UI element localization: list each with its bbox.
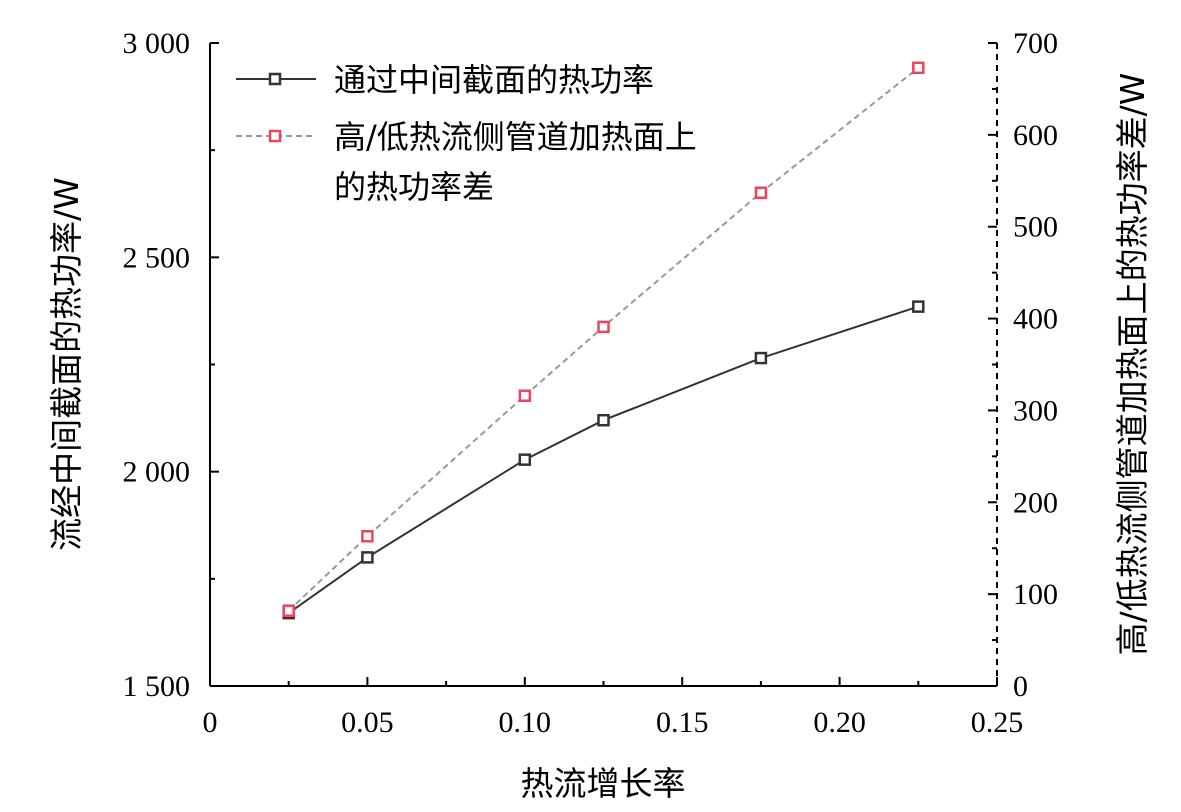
right-y-axis-ticks: 0 100 200 300 400 500 600 700 bbox=[988, 27, 1058, 703]
series-1-point bbox=[754, 351, 768, 365]
series-1-point bbox=[912, 300, 925, 313]
legend-marker-series2 bbox=[268, 129, 282, 143]
left-y-axis-title: 流经中间截面的热功率/W bbox=[47, 177, 86, 551]
series-2-point bbox=[518, 389, 532, 402]
left-y-tick-label: 1 500 bbox=[123, 670, 191, 703]
series-1-point bbox=[597, 413, 610, 427]
series-layer bbox=[282, 61, 925, 620]
x-tick-label: 0.15 bbox=[656, 706, 709, 739]
right-y-tick-label: 700 bbox=[1013, 27, 1058, 60]
series-1-point bbox=[361, 551, 374, 564]
series-2-point bbox=[912, 61, 925, 75]
legend-label-series2-line1: 高/低热流侧管道加热面上 bbox=[334, 118, 697, 156]
series-2-point bbox=[361, 530, 374, 543]
right-y-axis-title: 高/低热流侧管道加热面上的热功率差/W bbox=[1113, 73, 1152, 656]
x-axis-ticks: 0 0.05 0.10 0.15 0.20 0.25 bbox=[203, 677, 1024, 739]
series-2-point bbox=[597, 320, 610, 334]
left-y-axis-ticks: 1 500 2 000 2 500 3 000 bbox=[123, 27, 219, 703]
right-y-tick-label: 500 bbox=[1013, 211, 1058, 244]
right-y-tick-label: 0 bbox=[1013, 670, 1028, 703]
x-tick-label: 0.05 bbox=[341, 706, 394, 739]
left-y-tick-label: 2 500 bbox=[123, 241, 191, 274]
series-2-point bbox=[282, 604, 295, 617]
legend-marker-series1 bbox=[268, 72, 282, 86]
series-1-point bbox=[518, 453, 532, 466]
legend-label-series2-line2: 的热功率差 bbox=[334, 168, 494, 206]
x-tick-label: 0.20 bbox=[813, 706, 866, 739]
x-axis-title: 热流增长率 bbox=[521, 764, 686, 803]
legend: 通过中间截面的热功率 高/低热流侧管道加热面上 的热功率差 bbox=[236, 61, 697, 206]
right-y-tick-label: 200 bbox=[1013, 486, 1058, 519]
x-tick-label: 0 bbox=[203, 706, 218, 739]
x-tick-label: 0.10 bbox=[499, 706, 552, 739]
right-y-tick-label: 400 bbox=[1013, 303, 1058, 336]
left-y-tick-label: 3 000 bbox=[123, 27, 191, 60]
x-tick-label: 0.25 bbox=[971, 706, 1024, 739]
series-2-line bbox=[288, 67, 919, 612]
right-y-tick-label: 600 bbox=[1013, 119, 1058, 152]
series-2-point bbox=[754, 186, 768, 199]
right-y-tick-label: 100 bbox=[1013, 578, 1058, 611]
right-y-tick-label: 300 bbox=[1013, 394, 1058, 427]
legend-label-series1: 通过中间截面的热功率 bbox=[334, 61, 654, 99]
series-1-line bbox=[288, 305, 919, 614]
left-y-tick-label: 2 000 bbox=[123, 456, 191, 489]
